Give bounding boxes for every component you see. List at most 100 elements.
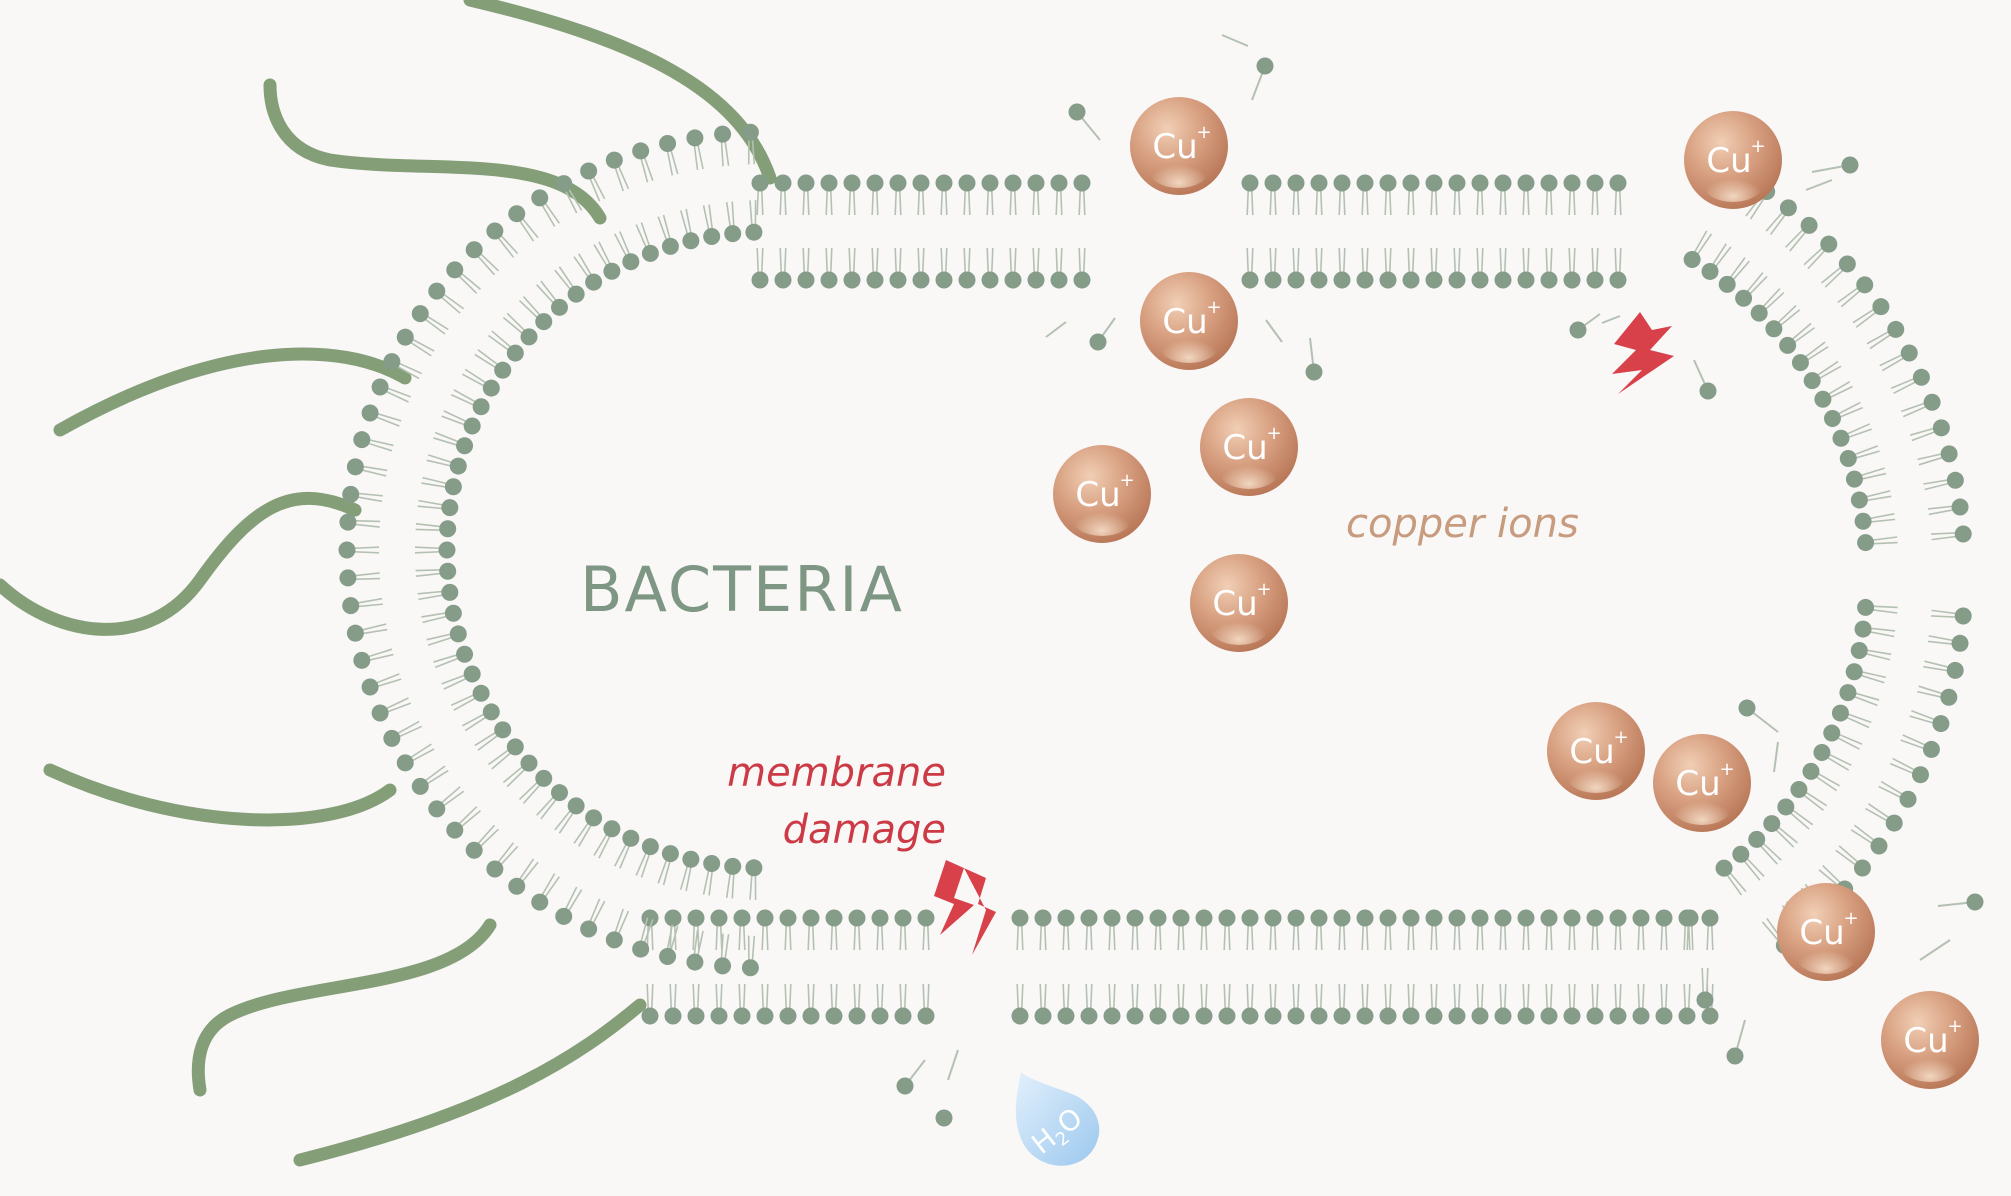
lipid-molecule xyxy=(1449,175,1466,216)
lipid-molecule xyxy=(745,200,762,241)
lipid-molecule xyxy=(1610,248,1627,289)
lipid-molecule xyxy=(849,984,866,1025)
copper-ion-charge: + xyxy=(1256,579,1271,600)
lipid-molecule xyxy=(353,649,393,669)
lipid-molecule xyxy=(1005,175,1022,216)
lipid-molecule xyxy=(555,797,585,833)
lipid-molecule xyxy=(1910,419,1950,440)
lipid-molecule xyxy=(982,175,999,216)
lipid-molecule xyxy=(1150,910,1167,951)
copper-ion-charge: + xyxy=(1719,759,1734,780)
copper-ions-group: Cu+Cu+Cu+Cu+Cu+Cu+Cu+Cu+Cu+Cu+ xyxy=(1053,97,1979,1089)
lipid-molecule xyxy=(867,248,884,289)
lipid-molecule xyxy=(1081,984,1098,1025)
water-drop-icon: H2O xyxy=(1016,1072,1099,1166)
lipid-molecule xyxy=(1058,984,1075,1025)
lipid-molecule xyxy=(1058,910,1075,951)
copper-ion-sphere-icon: Cu+ xyxy=(1140,272,1238,370)
lipid-molecule xyxy=(503,313,537,345)
lipid-molecule xyxy=(895,984,912,1025)
lipid-molecule xyxy=(1012,984,1029,1025)
lipid-molecule xyxy=(1813,744,1851,770)
lipid-molecule xyxy=(895,910,912,951)
lipid-molecule xyxy=(658,845,679,885)
lipid-molecule xyxy=(1265,910,1282,951)
lipid-molecule xyxy=(1880,344,1918,370)
lipid-molecule xyxy=(606,909,629,948)
lipid-molecule xyxy=(1265,175,1282,216)
lipid-molecule xyxy=(982,248,999,289)
lipid-molecule xyxy=(1311,984,1328,1025)
lipid-molecule xyxy=(1541,248,1558,289)
lipid-molecule xyxy=(1917,445,1957,464)
lipid-molecule xyxy=(433,433,473,455)
lipid-molecule xyxy=(342,486,383,503)
copper-ion-sphere-icon: Cu+ xyxy=(1190,554,1288,652)
lipid-molecule xyxy=(412,766,448,795)
lipid-molecule xyxy=(1931,526,1972,543)
lipid-molecule xyxy=(1449,910,1466,951)
lipid-molecule xyxy=(427,455,467,475)
lipid-molecule xyxy=(1242,248,1259,289)
lipid-molecule xyxy=(1051,175,1068,216)
copper-ion-sphere-icon: Cu+ xyxy=(1777,883,1875,981)
lipid-molecule xyxy=(1656,910,1673,951)
lipid-molecule xyxy=(936,175,953,216)
lipid-molecule xyxy=(508,859,538,895)
copper-ion-symbol: Cu xyxy=(1152,127,1197,167)
lipid-molecule xyxy=(1380,984,1397,1025)
lipid-fragment xyxy=(1090,318,1116,351)
lipid-molecule xyxy=(1866,804,1903,832)
lipid-molecule xyxy=(347,624,387,642)
lipid-molecule xyxy=(1867,321,1904,349)
lipid-molecule xyxy=(1910,711,1950,732)
membrane-damage-label-line1: membrane xyxy=(727,750,946,796)
lipid-fragment xyxy=(936,1110,953,1127)
lipid-molecule xyxy=(1853,298,1889,327)
lipid-molecule xyxy=(1449,248,1466,289)
lipid-fragment xyxy=(1938,894,1984,911)
lipid-molecule xyxy=(1836,846,1871,877)
lipid-molecule xyxy=(752,248,769,289)
copper-ion-symbol: Cu xyxy=(1222,428,1267,468)
lipid-molecule xyxy=(1051,248,1068,289)
lipid-molecule xyxy=(1564,248,1581,289)
lipid-molecule xyxy=(775,248,792,289)
flagellum xyxy=(0,498,355,629)
lipid-molecule xyxy=(1851,825,1887,854)
lipid-molecule xyxy=(681,851,700,891)
lipid-molecule xyxy=(1832,705,1871,728)
copper-ion-charge: + xyxy=(1266,423,1281,444)
lipid-molecule xyxy=(1928,499,1969,516)
lipid-molecule xyxy=(1587,910,1604,951)
lipid-molecule xyxy=(1288,175,1305,216)
lipid-molecule xyxy=(1035,984,1052,1025)
lipid-tail xyxy=(1222,35,1248,46)
lipid-molecule xyxy=(1846,468,1886,487)
lipid-molecule xyxy=(1127,910,1144,951)
lipid-molecule xyxy=(1564,984,1581,1025)
lipid-tail xyxy=(1266,320,1282,342)
lipid-molecule xyxy=(488,331,523,362)
lipid-molecule xyxy=(913,175,930,216)
lipid-molecule xyxy=(826,910,843,951)
copper-ion-sphere-icon: Cu+ xyxy=(1881,991,1979,1089)
lightning-bolt-icon xyxy=(1612,312,1674,394)
lipid-molecule xyxy=(872,984,889,1025)
lipid-fragment xyxy=(1739,700,1779,733)
lipid-molecule xyxy=(1931,607,1972,624)
lipid-molecule xyxy=(446,261,480,293)
lipid-molecule xyxy=(416,520,457,537)
copper-ion-sphere-icon: Cu+ xyxy=(1653,734,1751,832)
lipid-molecule xyxy=(1702,244,1731,280)
copper-ion-charge: + xyxy=(1613,727,1628,748)
lipid-molecule xyxy=(798,248,815,289)
copper-ion-sphere-icon: Cu+ xyxy=(1547,702,1645,800)
lipid-molecule xyxy=(821,175,838,216)
lipid-molecule xyxy=(1587,984,1604,1025)
lipid-molecule xyxy=(555,887,581,925)
lipid-molecule xyxy=(433,646,473,668)
lipid-molecule xyxy=(1426,175,1443,216)
lipid-molecule xyxy=(1518,248,1535,289)
